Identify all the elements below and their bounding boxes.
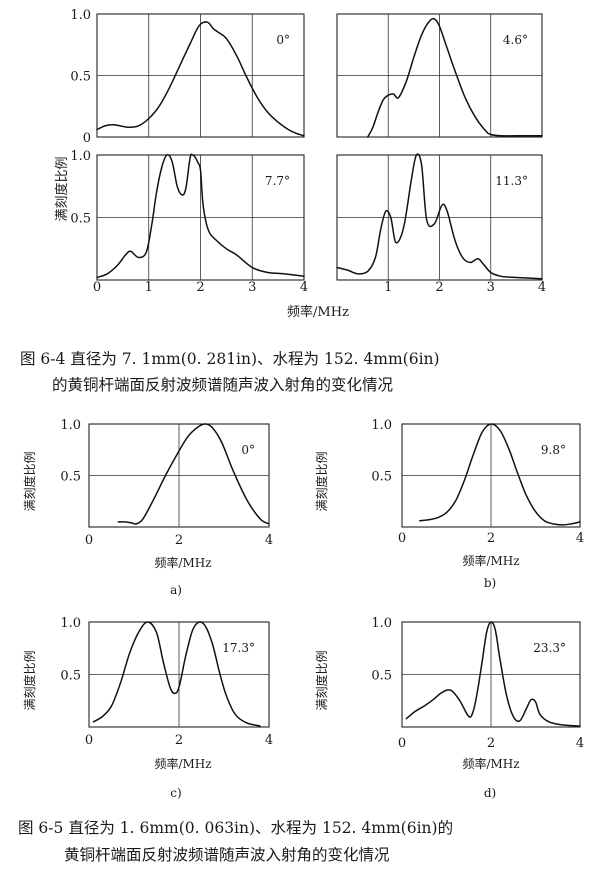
x-tick-label: 4 — [576, 736, 584, 751]
y-tick-label: 1.0 — [70, 149, 91, 164]
spectrum-curve — [419, 423, 581, 526]
y-tick-label: 1.0 — [371, 616, 392, 631]
angle-annotation: 0° — [241, 443, 255, 457]
angle-annotation: 0° — [276, 33, 290, 47]
x-tick-label: 1 — [384, 280, 392, 295]
angle-annotation: 23.3° — [533, 641, 566, 655]
y-tick-label: 1.0 — [60, 418, 81, 433]
x-axis-label: 频率/MHz — [154, 555, 211, 570]
x-tick-label: 4 — [300, 280, 308, 295]
figure-6-5-caption-line-1: 图 6-5 直径为 1. 6mm(0. 063in)、水程为 152. 4mm(… — [18, 819, 454, 837]
x-tick-label: 2 — [175, 733, 183, 748]
x-tick-label: 0 — [398, 531, 406, 546]
y-tick-label: 0.5 — [60, 669, 81, 684]
x-tick-label: 0 — [85, 533, 93, 548]
angle-annotation: 9.8° — [541, 443, 566, 457]
figure-6-4-caption-line-1: 图 6-4 直径为 7. 1mm(0. 281in)、水程为 152. 4mm(… — [20, 350, 440, 368]
x-tick-label: 4 — [576, 531, 584, 546]
y-tick-label: 0.5 — [70, 70, 91, 85]
y-axis-label: 满刻度比例 — [22, 650, 37, 710]
y-axis-label: 满刻度比例 — [22, 451, 37, 511]
y-tick-label: 1.0 — [70, 8, 91, 23]
y-tick-label: 0 — [83, 131, 91, 146]
angle-annotation: 7.7° — [265, 174, 290, 188]
y-tick-label: 0.5 — [371, 669, 392, 684]
x-axis-label: 频率/MHz — [154, 756, 211, 771]
chart-panel-1: 0 0.5 1.0 0° — [70, 8, 305, 146]
x-tick-label: 0 — [398, 736, 406, 751]
x-tick-label: 2 — [435, 280, 443, 295]
spectrum-curve — [336, 153, 543, 280]
y-axis-label: 满刻度比例 — [314, 451, 329, 511]
angle-annotation: 17.3° — [222, 641, 255, 655]
x-tick-label: 2 — [487, 736, 495, 751]
panel-letter-b: b) — [484, 576, 496, 590]
spectrum-curve — [96, 153, 305, 279]
spectrum-curve — [367, 17, 543, 138]
y-tick-label: 1.0 — [371, 418, 392, 433]
y-tick-label: 0.5 — [371, 470, 392, 485]
x-tick-label: 3 — [487, 280, 495, 295]
x-tick-label: 2 — [487, 531, 495, 546]
x-axis-label: 频率/MHz — [462, 756, 519, 771]
x-tick-label: 2 — [196, 280, 204, 295]
y-tick-label: 1.0 — [60, 616, 81, 631]
x-tick-label: 4 — [538, 280, 546, 295]
panel-letter-d: d) — [484, 786, 496, 800]
angle-annotation: 4.6° — [503, 33, 528, 47]
x-tick-label: 2 — [175, 533, 183, 548]
angle-annotation: 11.3° — [495, 174, 528, 188]
x-tick-label: 0 — [85, 733, 93, 748]
chart-panel-2: 4.6° — [336, 13, 543, 138]
x-tick-label: 1 — [145, 280, 153, 295]
chart-panel-4: 1 2 3 4 11.3° — [336, 153, 546, 295]
spectrum-curve — [96, 21, 305, 137]
x-tick-label: 0 — [93, 280, 101, 295]
figure-6-4-caption-line-2: 的黄铜杆端面反射波频谱随声波入射角的变化情况 — [52, 376, 394, 394]
x-axis-label: 频率/MHz — [462, 553, 519, 568]
y-tick-label: 0.5 — [60, 470, 81, 485]
spectrum-curve — [117, 423, 270, 525]
panel-letter-a: a) — [170, 583, 182, 597]
x-tick-label: 3 — [248, 280, 256, 295]
y-tick-label: 0.5 — [70, 212, 91, 227]
y-axis-label: 满刻度比例 — [314, 650, 329, 710]
spectrum-curve — [405, 621, 581, 727]
figure-6-5-caption-line-2: 黄铜杆端面反射波频谱随声波入射角的变化情况 — [64, 846, 390, 864]
x-tick-label: 4 — [265, 533, 273, 548]
panel-letter-c: c) — [170, 786, 181, 800]
x-tick-label: 4 — [265, 733, 273, 748]
spectrum-curve — [92, 621, 261, 727]
chart-panel-3: 0.5 1.0 0 1 2 3 4 7.7° — [70, 149, 308, 295]
fig-6-4-y-axis-label: 满刻度比例 — [54, 156, 70, 221]
fig-6-4-x-axis-label: 频率/MHz — [287, 304, 349, 320]
